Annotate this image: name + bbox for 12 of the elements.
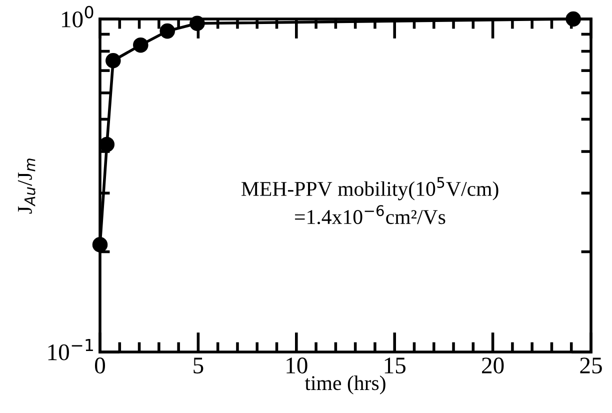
x-tick-label: 5 — [194, 358, 204, 374]
x-tick-label: 10 — [286, 358, 308, 374]
x-tick-label: 20 — [482, 358, 504, 374]
x-axis-title: time (hrs) — [304, 375, 386, 394]
y-tick-label: 10$^{0}$ — [62, 6, 94, 28]
x-tick-label: 15 — [384, 358, 406, 374]
annotation: =1.4x10$^{−6}$cm²/Vs — [295, 205, 446, 224]
x-tick-label: 25 — [580, 358, 602, 374]
y-axis-title: J$_{Au}$/J$_{m}$ — [18, 158, 36, 214]
annotation: MEH-PPV mobility(10$^{5}$V/cm) — [241, 177, 498, 200]
y-tick-label: 10$^{−1}$ — [48, 338, 93, 360]
x-tick-label: 0 — [94, 358, 106, 374]
